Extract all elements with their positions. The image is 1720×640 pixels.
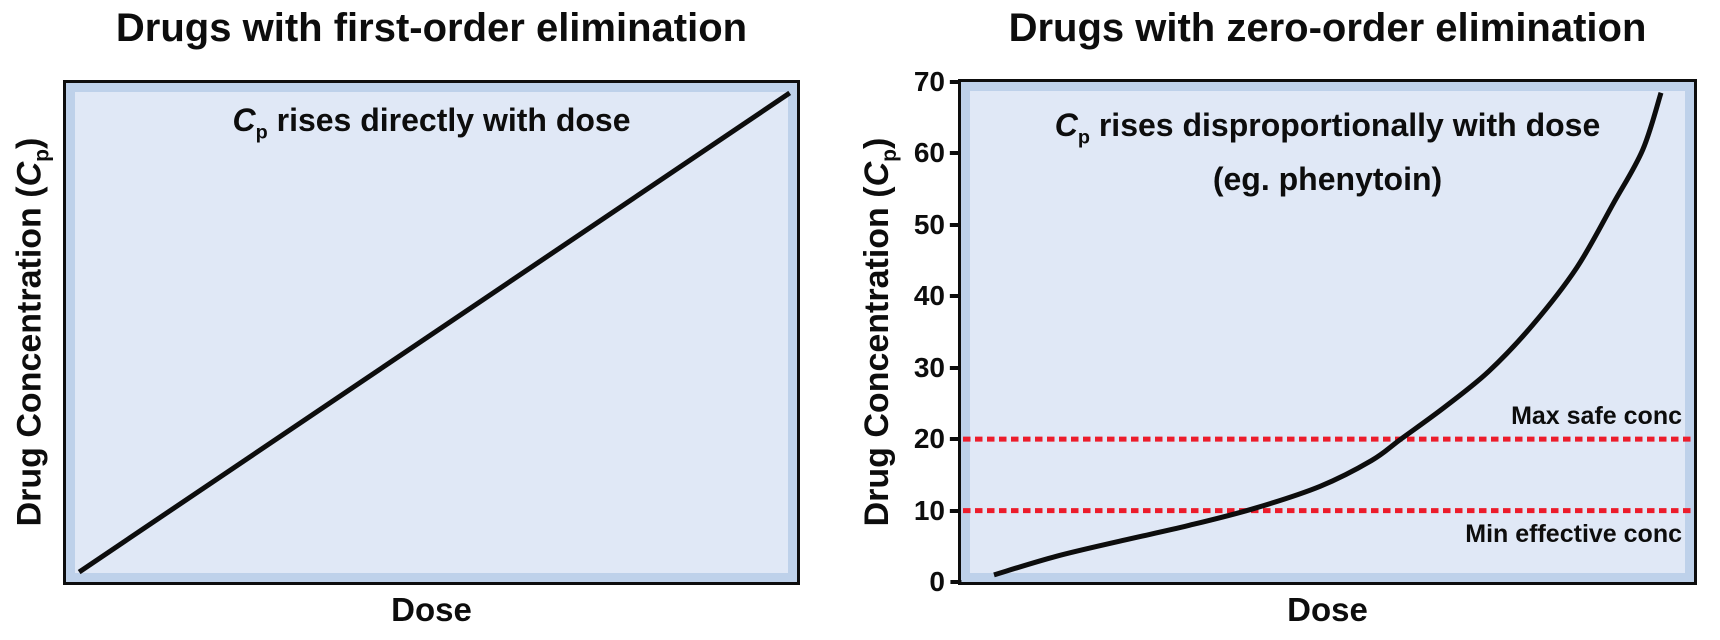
annotation-text: rises directly with dose	[267, 102, 631, 138]
series-line	[993, 91, 1664, 578]
ref-line-label-10: Min effective conc	[1465, 519, 1682, 548]
line-chart-zero-order	[963, 91, 1692, 578]
y-tick-mark	[950, 580, 961, 584]
y-tick-label: 0	[929, 566, 945, 597]
annotation-cp-symbol: C	[1054, 107, 1078, 143]
y-axis-label-first-order: Drug Concentration (Cp)	[9, 80, 54, 585]
line-chart-first-order	[77, 90, 792, 575]
y-tick-label: 20	[913, 423, 945, 455]
y-axis-cp-subscript: p	[877, 148, 901, 162]
y-tick-mark	[950, 80, 961, 84]
y-tick-label: 60	[913, 137, 945, 169]
ref-line-label-20: Max safe conc	[1511, 402, 1682, 431]
y-tick-40: 40	[914, 280, 961, 312]
y-tick-label: 70	[913, 66, 945, 97]
y-tick-10: 10	[914, 495, 961, 527]
y-tick-50: 50	[914, 209, 961, 241]
y-tick-70: 70	[914, 66, 961, 98]
annotation-cp-symbol: C	[232, 102, 256, 138]
y-tick-mark	[950, 151, 961, 156]
y-tick-mark	[950, 508, 961, 513]
plot-area-zero-order: Cp rises disproportionally with dose (eg…	[914, 66, 1697, 597]
y-tick-mark	[950, 294, 961, 299]
series-line	[77, 90, 792, 575]
annotation-text: rises disproportionally with dose	[1089, 107, 1601, 143]
chart-title-first-order: Drugs with first-order elimination	[115, 6, 748, 50]
plot-area-first-order: Cp rises directly with dose	[63, 80, 800, 585]
y-axis-label-close: )	[10, 137, 49, 149]
y-axis-cp-symbol: C	[858, 161, 896, 187]
y-axis-label-close: )	[858, 137, 896, 149]
y-tick-0: 0	[929, 566, 961, 598]
y-axis-cp-subscript: p	[30, 148, 54, 162]
annotation-first-order: Cp rises directly with dose	[66, 99, 797, 153]
y-tick-label: 40	[913, 280, 945, 312]
y-axis-label-zero-order: Drug Concentration (Cp)	[856, 79, 901, 585]
y-tick-mark	[950, 365, 961, 370]
y-tick-label: 50	[913, 208, 945, 240]
y-tick-label: 30	[913, 351, 945, 383]
annotation-cp-subscript: p	[1077, 126, 1090, 149]
annotation-line-2: (eg. phenytoin)	[1212, 161, 1443, 198]
y-axis-cp-symbol: C	[10, 161, 49, 187]
chart-title-zero-order: Drugs with zero-order elimination	[1008, 6, 1647, 50]
y-tick-60: 60	[914, 137, 961, 169]
y-axis-label-text: Drug Concentration (	[858, 186, 896, 527]
annotation-zero-order: Cp rises disproportionally with dose (eg…	[961, 104, 1694, 200]
y-tick-30: 30	[914, 352, 961, 384]
plot-background-zero-order	[970, 91, 1685, 573]
y-axis-label-text: Drug Concentration (	[10, 186, 49, 527]
y-tick-mark	[950, 437, 961, 442]
y-tick-20: 20	[914, 423, 961, 455]
x-axis-label-first-order: Dose	[391, 591, 472, 628]
annotation-cp-subscript: p	[255, 121, 268, 144]
annotation-line-1: Cp rises disproportionally with dose	[961, 104, 1694, 158]
y-tick-mark	[950, 222, 961, 227]
y-tick-label: 10	[913, 494, 945, 526]
x-axis-label-zero-order: Dose	[1287, 591, 1368, 628]
